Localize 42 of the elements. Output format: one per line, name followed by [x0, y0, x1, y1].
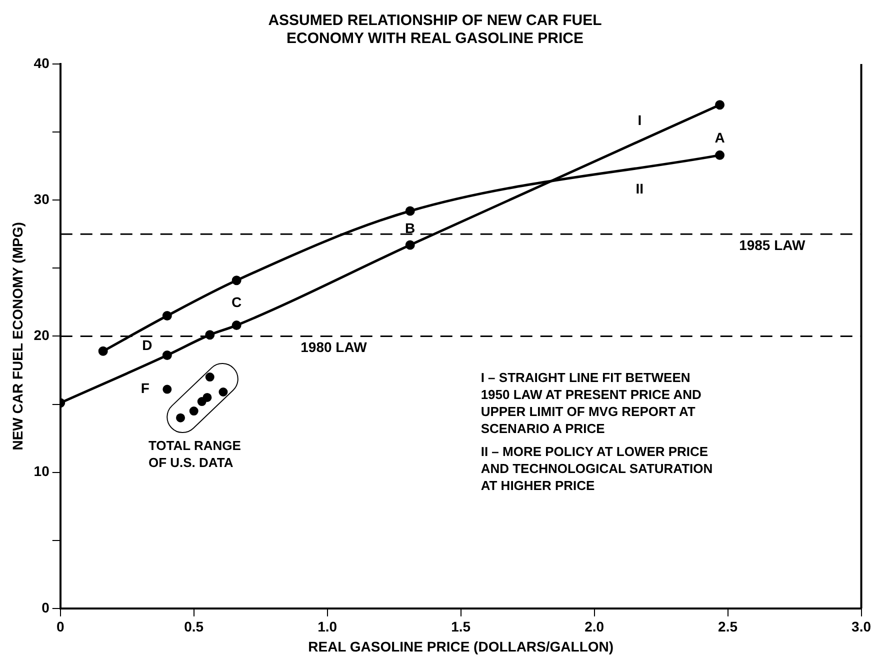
- x-axis-title: REAL GASOLINE PRICE (DOLLARS/GALLON): [308, 638, 614, 654]
- y-tick-label: 30: [34, 190, 50, 207]
- annotation: TOTAL RANGE OF U.S. DATA: [148, 436, 241, 471]
- y-tick-label: 40: [34, 54, 50, 71]
- point: [162, 350, 172, 360]
- x-tick-label: 2.5: [718, 618, 738, 635]
- y-axis-title: NEW CAR FUEL ECONOMY (MPG): [9, 222, 26, 450]
- ref-line-label: 1980 LAW: [300, 339, 368, 356]
- series-label: I: [638, 112, 642, 128]
- annotation: C: [232, 294, 242, 310]
- point: [405, 240, 415, 250]
- point: [715, 100, 725, 110]
- point: [405, 206, 415, 216]
- point: [98, 346, 108, 356]
- annotation: II – MORE POLICY AT LOWER PRICE AND TECHNOLOGICAL SATURATION AT HIGHER PRICE: [480, 442, 713, 494]
- point: [232, 276, 242, 286]
- point: [162, 311, 172, 321]
- x-tick-label: 2.0: [584, 618, 604, 635]
- y-tick-label: 0: [42, 599, 50, 616]
- annotation: D: [142, 337, 152, 354]
- point: [232, 320, 242, 330]
- x-tick-label: 1.0: [318, 618, 338, 635]
- point: [176, 413, 186, 422]
- y-tick-label: 10: [34, 463, 50, 480]
- x-tick-label: 1.5: [451, 618, 471, 635]
- point: [205, 372, 214, 382]
- point: [189, 406, 198, 416]
- y-tick-label: 20: [34, 327, 50, 344]
- ref-line-label: 1985 LAW: [739, 236, 806, 253]
- annotation: B: [405, 220, 416, 236]
- x-tick-label: 3.0: [852, 618, 872, 635]
- chart-title: ASSUMED RELATIONSHIP OF NEW CAR FUEL ECONOMY WITH REAL GASOLINE PRICE: [268, 12, 602, 48]
- point: [162, 384, 172, 394]
- point: [202, 392, 212, 402]
- annotation: I – STRAIGHT LINE FIT BETWEEN 1950 LAW AT PRESENT PRICE AND UPPER LIMIT OF MVG REPORT AT SCENARIO A PRICE: [480, 368, 702, 437]
- x-tick-label: 0: [56, 618, 64, 635]
- x-tick-label: 0.5: [184, 618, 204, 635]
- annotation: A: [714, 130, 725, 146]
- point: [218, 388, 228, 396]
- point: [715, 150, 725, 160]
- series-label: II: [636, 180, 644, 196]
- annotation: F: [140, 380, 150, 396]
